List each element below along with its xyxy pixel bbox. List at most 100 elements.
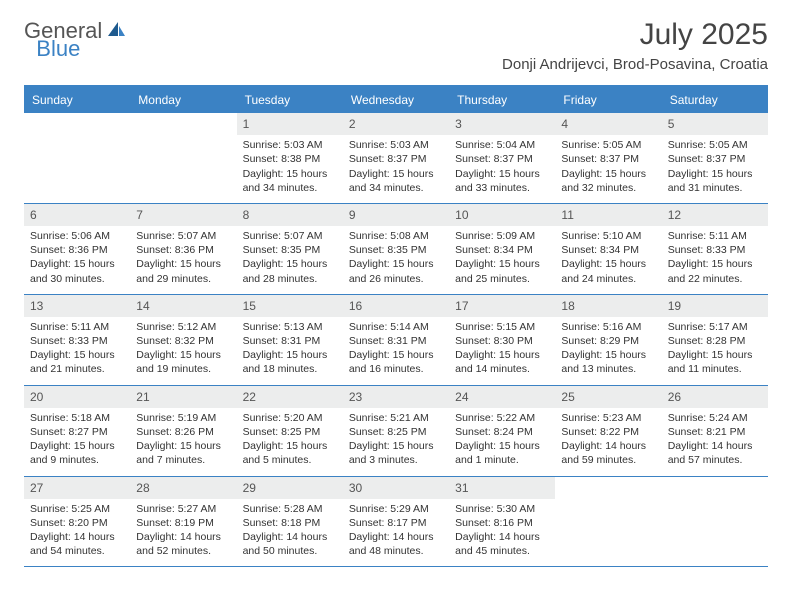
sunset-line: Sunset: 8:17 PM bbox=[349, 516, 443, 530]
date-number: 15 bbox=[237, 295, 343, 317]
calendar-cell: 13Sunrise: 5:11 AMSunset: 8:33 PMDayligh… bbox=[24, 295, 130, 385]
sunrise-line: Sunrise: 5:16 AM bbox=[561, 320, 655, 334]
sunset-line: Sunset: 8:21 PM bbox=[668, 425, 762, 439]
day-label-tuesday: Tuesday bbox=[237, 87, 343, 113]
date-number: 14 bbox=[130, 295, 236, 317]
sunrise-line: Sunrise: 5:24 AM bbox=[668, 411, 762, 425]
sunrise-line: Sunrise: 5:04 AM bbox=[455, 138, 549, 152]
sunrise-line: Sunrise: 5:21 AM bbox=[349, 411, 443, 425]
calendar-cell: 5Sunrise: 5:05 AMSunset: 8:37 PMDaylight… bbox=[662, 113, 768, 203]
calendar: Sunday Monday Tuesday Wednesday Thursday… bbox=[24, 85, 768, 567]
sunset-line: Sunset: 8:37 PM bbox=[455, 152, 549, 166]
sunset-line: Sunset: 8:34 PM bbox=[561, 243, 655, 257]
daylight-line: Daylight: 15 hours and 26 minutes. bbox=[349, 257, 443, 285]
calendar-cell: 30Sunrise: 5:29 AMSunset: 8:17 PMDayligh… bbox=[343, 477, 449, 567]
date-number: 1 bbox=[237, 113, 343, 135]
date-number: 28 bbox=[130, 477, 236, 499]
daylight-line: Daylight: 15 hours and 14 minutes. bbox=[455, 348, 549, 376]
daylight-line: Daylight: 14 hours and 57 minutes. bbox=[668, 439, 762, 467]
sunrise-line: Sunrise: 5:05 AM bbox=[668, 138, 762, 152]
sunset-line: Sunset: 8:28 PM bbox=[668, 334, 762, 348]
calendar-cell: 25Sunrise: 5:23 AMSunset: 8:22 PMDayligh… bbox=[555, 386, 661, 476]
date-number: 12 bbox=[662, 204, 768, 226]
sunset-line: Sunset: 8:24 PM bbox=[455, 425, 549, 439]
week-row: 13Sunrise: 5:11 AMSunset: 8:33 PMDayligh… bbox=[24, 295, 768, 386]
daylight-line: Daylight: 14 hours and 54 minutes. bbox=[30, 530, 124, 558]
daylight-line: Daylight: 15 hours and 19 minutes. bbox=[136, 348, 230, 376]
sunset-line: Sunset: 8:25 PM bbox=[349, 425, 443, 439]
logo: General Blue bbox=[24, 18, 174, 44]
sunset-line: Sunset: 8:29 PM bbox=[561, 334, 655, 348]
calendar-cell: 19Sunrise: 5:17 AMSunset: 8:28 PMDayligh… bbox=[662, 295, 768, 385]
date-number: 17 bbox=[449, 295, 555, 317]
date-number: 4 bbox=[555, 113, 661, 135]
date-number: 18 bbox=[555, 295, 661, 317]
calendar-cell: 8Sunrise: 5:07 AMSunset: 8:35 PMDaylight… bbox=[237, 204, 343, 294]
sunrise-line: Sunrise: 5:19 AM bbox=[136, 411, 230, 425]
date-number: 21 bbox=[130, 386, 236, 408]
day-label-saturday: Saturday bbox=[662, 87, 768, 113]
date-number: 26 bbox=[662, 386, 768, 408]
sunset-line: Sunset: 8:25 PM bbox=[243, 425, 337, 439]
week-row: 6Sunrise: 5:06 AMSunset: 8:36 PMDaylight… bbox=[24, 204, 768, 295]
sunrise-line: Sunrise: 5:18 AM bbox=[30, 411, 124, 425]
date-number: 22 bbox=[237, 386, 343, 408]
calendar-cell: 14Sunrise: 5:12 AMSunset: 8:32 PMDayligh… bbox=[130, 295, 236, 385]
date-number: 20 bbox=[24, 386, 130, 408]
daylight-line: Daylight: 15 hours and 16 minutes. bbox=[349, 348, 443, 376]
calendar-cell: 31Sunrise: 5:30 AMSunset: 8:16 PMDayligh… bbox=[449, 477, 555, 567]
sunset-line: Sunset: 8:27 PM bbox=[30, 425, 124, 439]
calendar-cell: 6Sunrise: 5:06 AMSunset: 8:36 PMDaylight… bbox=[24, 204, 130, 294]
calendar-cell bbox=[662, 477, 768, 567]
sunrise-line: Sunrise: 5:29 AM bbox=[349, 502, 443, 516]
calendar-cell: 23Sunrise: 5:21 AMSunset: 8:25 PMDayligh… bbox=[343, 386, 449, 476]
sunrise-line: Sunrise: 5:10 AM bbox=[561, 229, 655, 243]
sunset-line: Sunset: 8:37 PM bbox=[349, 152, 443, 166]
day-label-friday: Friday bbox=[555, 87, 661, 113]
calendar-cell: 28Sunrise: 5:27 AMSunset: 8:19 PMDayligh… bbox=[130, 477, 236, 567]
sunrise-line: Sunrise: 5:17 AM bbox=[668, 320, 762, 334]
sunset-line: Sunset: 8:26 PM bbox=[136, 425, 230, 439]
calendar-cell: 24Sunrise: 5:22 AMSunset: 8:24 PMDayligh… bbox=[449, 386, 555, 476]
date-number: 8 bbox=[237, 204, 343, 226]
logo-text-blue: Blue bbox=[36, 36, 80, 62]
calendar-cell: 18Sunrise: 5:16 AMSunset: 8:29 PMDayligh… bbox=[555, 295, 661, 385]
sunrise-line: Sunrise: 5:15 AM bbox=[455, 320, 549, 334]
week-row: 20 Sunrise: 5:18 AMSunset: 8:27 PM Dayligh… bbox=[24, 386, 768, 477]
sunrise-line: Sunrise: 5:28 AM bbox=[243, 502, 337, 516]
sunrise-line: Sunrise: 5:05 AM bbox=[561, 138, 655, 152]
calendar-cell: 29Sunrise: 5:28 AMSunset: 8:18 PMDayligh… bbox=[237, 477, 343, 567]
daylight-line: Daylight: 15 hours and 25 minutes. bbox=[455, 257, 549, 285]
date-number: 31 bbox=[449, 477, 555, 499]
daylight-line: Daylight: 15 hours and 31 minutes. bbox=[668, 167, 762, 195]
sunrise-line: Sunrise: 5:22 AM bbox=[455, 411, 549, 425]
sunset-line: Sunset: 8:32 PM bbox=[136, 334, 230, 348]
sunrise-line: Sunrise: 5:03 AM bbox=[243, 138, 337, 152]
sunset-line: Sunset: 8:35 PM bbox=[243, 243, 337, 257]
sunset-line: Sunset: 8:18 PM bbox=[243, 516, 337, 530]
date-number: 13 bbox=[24, 295, 130, 317]
calendar-cell: 22Sunrise: 5:20 AMSunset: 8:25 PMDayligh… bbox=[237, 386, 343, 476]
sunset-line: Sunset: 8:33 PM bbox=[668, 243, 762, 257]
date-number: 16 bbox=[343, 295, 449, 317]
date-number: 5 bbox=[662, 113, 768, 135]
calendar-cell: 1 Sunrise: 5:03 AMSunset: 8:38 PMDaylight… bbox=[237, 113, 343, 203]
week-row: 1Sunrise: 5:03 AMSunset: 8:38 PMDaylight… bbox=[24, 113, 768, 204]
date-number: 6 bbox=[24, 204, 130, 226]
sunset-line: Sunset: 8:37 PM bbox=[561, 152, 655, 166]
day-label-thursday: Thursday bbox=[449, 87, 555, 113]
date-number: 9 bbox=[343, 204, 449, 226]
title-block: July 2025 Donji Andrijevci, Brod-Posavin… bbox=[502, 18, 768, 73]
sunset-line: Sunset: 8:38 PM bbox=[243, 152, 337, 166]
daylight-line: Daylight: 14 hours and 48 minutes. bbox=[349, 530, 443, 558]
calendar-cell: 9Sunrise: 5:08 AMSunset: 8:35 PMDaylight… bbox=[343, 204, 449, 294]
daylight-line: Daylight: 15 hours and 3 minutes. bbox=[349, 439, 443, 467]
daylight-line: Daylight: 14 hours and 59 minutes. bbox=[561, 439, 655, 467]
daylight-line: Daylight: 15 hours and 34 minutes. bbox=[243, 167, 337, 195]
daylight-line: Daylight: 15 hours and 1 minute. bbox=[455, 439, 549, 467]
sunset-line: Sunset: 8:16 PM bbox=[455, 516, 549, 530]
sunset-line: Sunset: 8:36 PM bbox=[136, 243, 230, 257]
sunset-line: Sunset: 8:34 PM bbox=[455, 243, 549, 257]
sunrise-line: Sunrise: 5:27 AM bbox=[136, 502, 230, 516]
daylight-line: Daylight: 15 hours and 29 minutes. bbox=[136, 257, 230, 285]
